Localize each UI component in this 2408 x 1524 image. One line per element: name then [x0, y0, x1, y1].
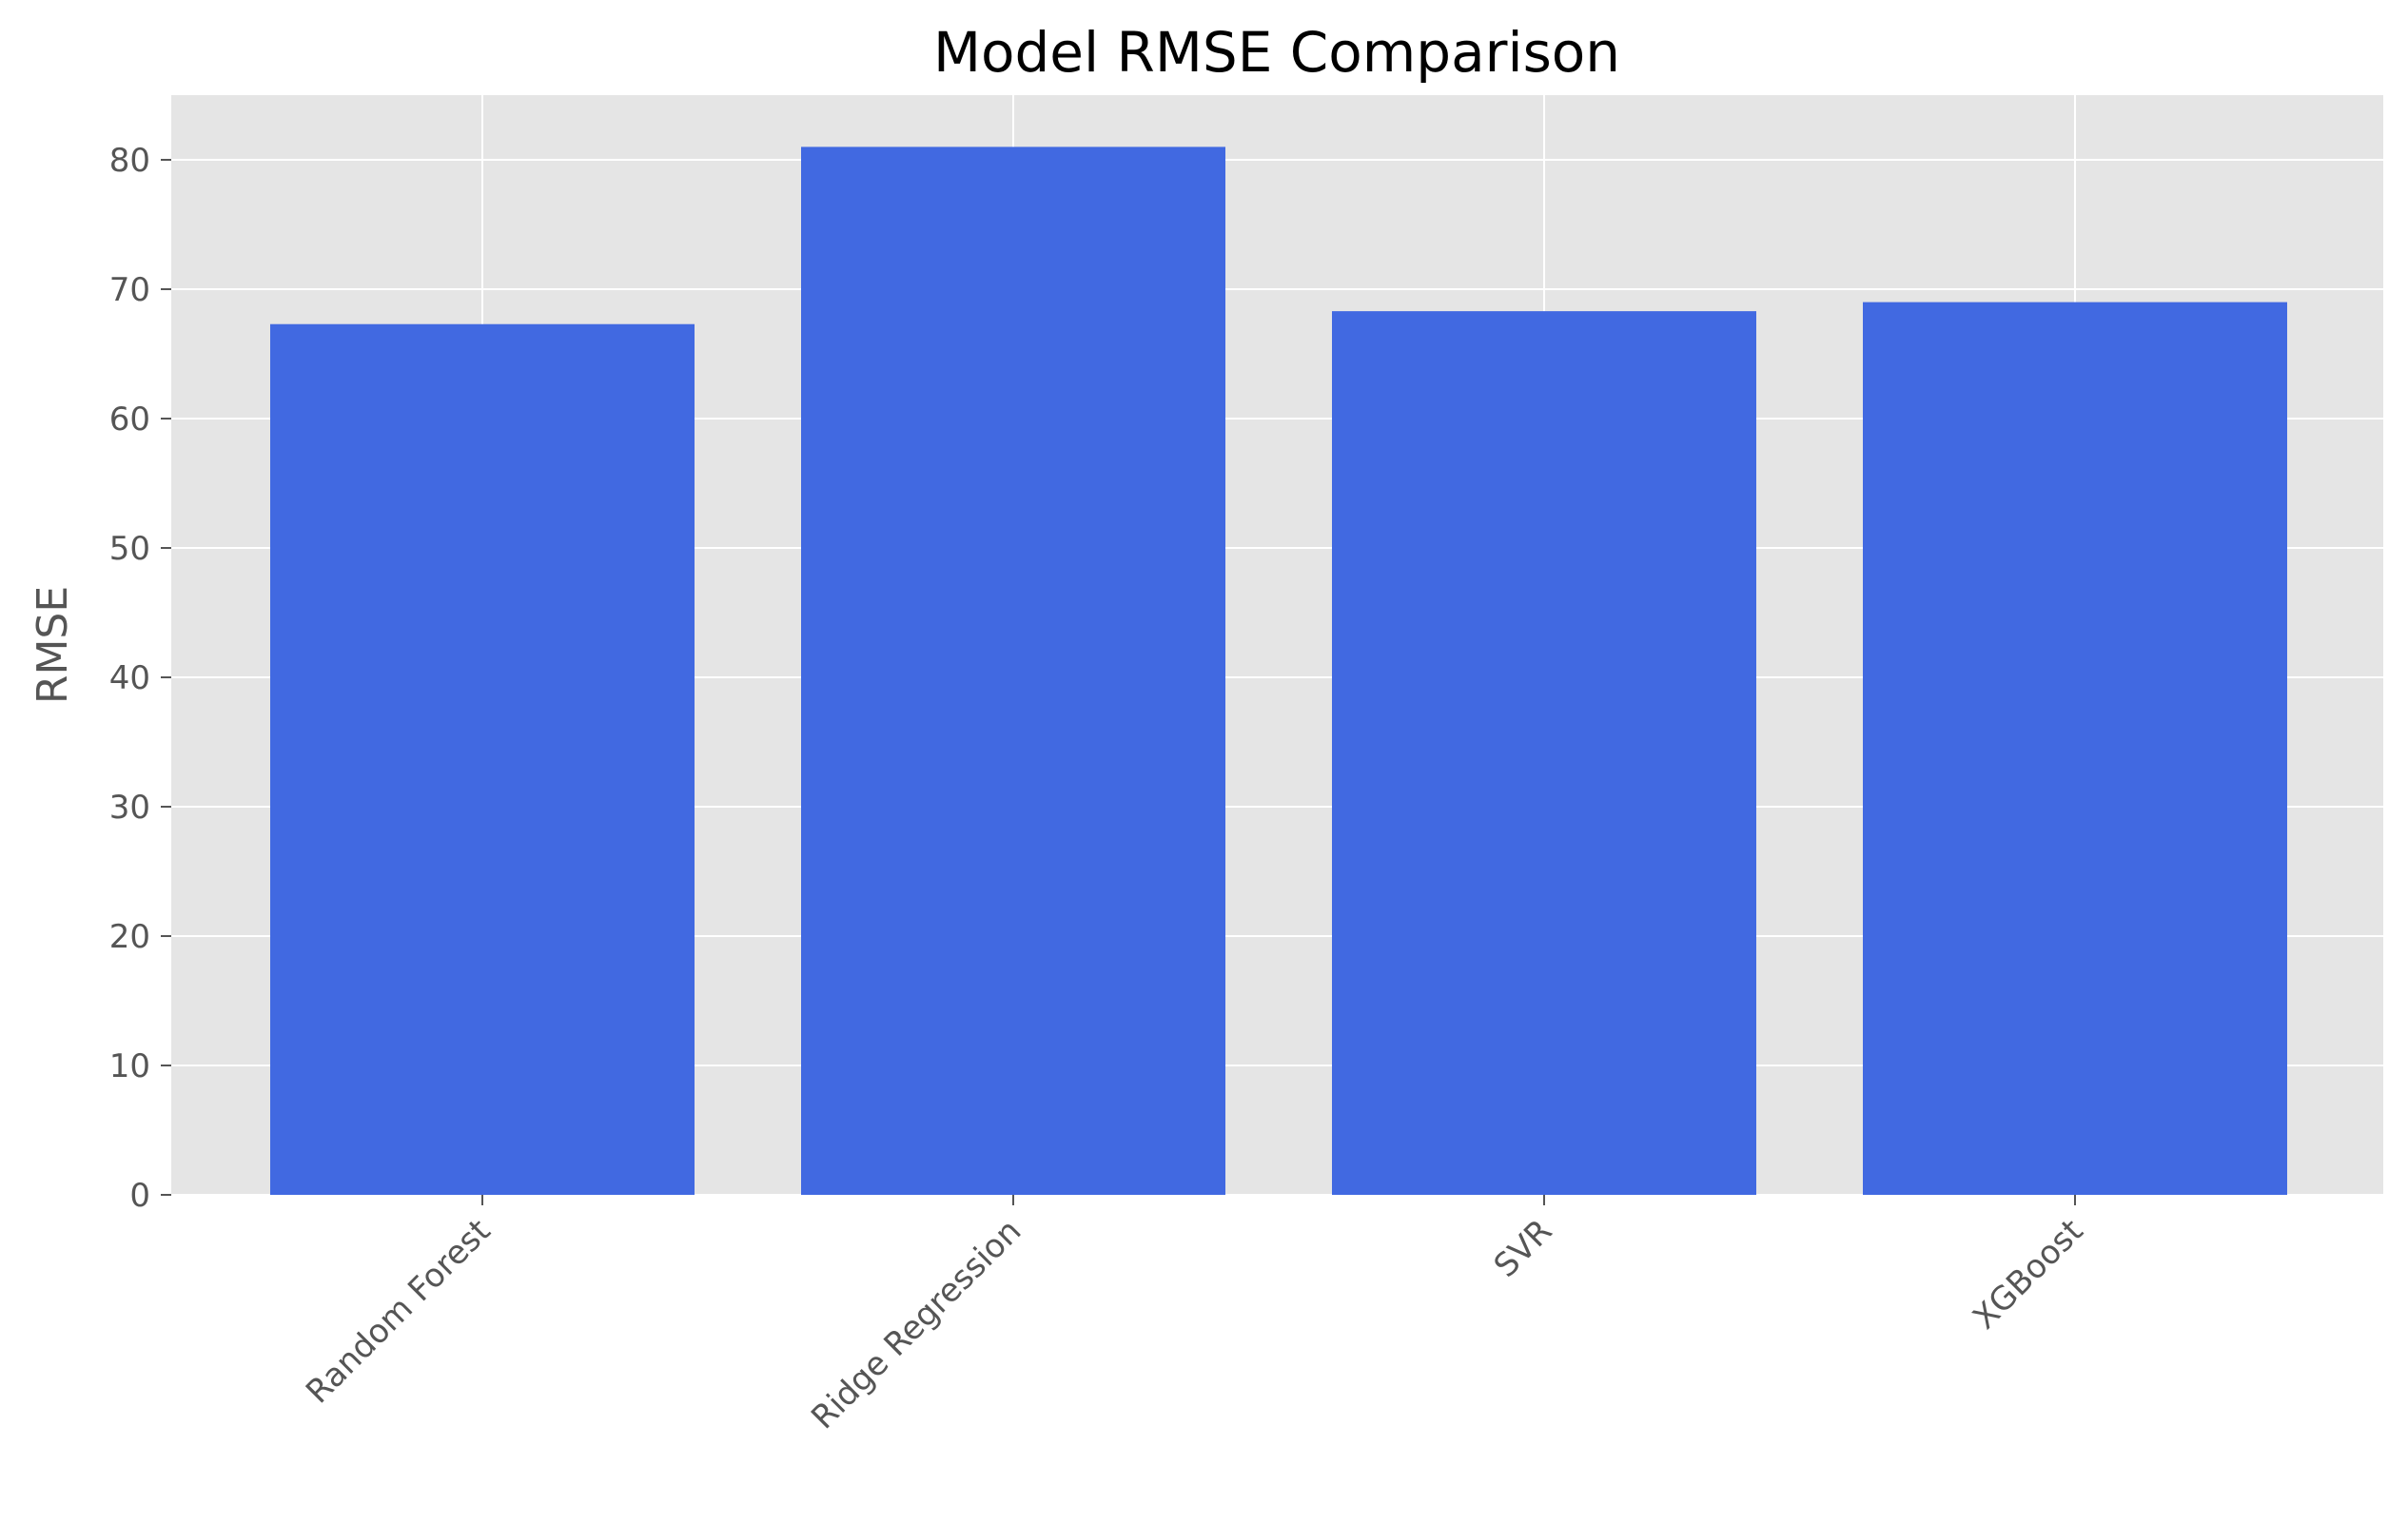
bar-svr [1332, 311, 1756, 1195]
x-tick-label: SVR [1487, 1212, 1560, 1285]
y-tick-label: 60 [109, 401, 150, 439]
bar-xgboost [1863, 302, 2287, 1196]
x-tick-label: XGBoost [1966, 1212, 2090, 1337]
x-tick-label: Random Forest [299, 1212, 498, 1411]
bar-ridge-regression [801, 147, 1225, 1195]
y-tick-label: 80 [109, 142, 150, 180]
y-tick-label: 40 [109, 659, 150, 697]
y-tick-label: 30 [109, 789, 150, 827]
y-tick-label: 0 [129, 1177, 150, 1215]
x-tick-label: Ridge Regression [804, 1212, 1028, 1436]
x-axis: Random Forest Ridge Regression SVR XGBoost [299, 1195, 2090, 1436]
y-tick-label: 20 [109, 918, 150, 956]
y-tick-label: 70 [109, 271, 150, 309]
y-tick-label: 10 [109, 1047, 150, 1085]
chart-title: Model RMSE Comparison [933, 20, 1620, 85]
y-axis: 0 10 20 30 40 50 60 70 80 [109, 142, 171, 1215]
y-axis-label: RMSE [29, 586, 77, 704]
bars [270, 147, 2287, 1196]
bar-random-forest [270, 323, 695, 1196]
y-tick-label: 50 [109, 530, 150, 568]
